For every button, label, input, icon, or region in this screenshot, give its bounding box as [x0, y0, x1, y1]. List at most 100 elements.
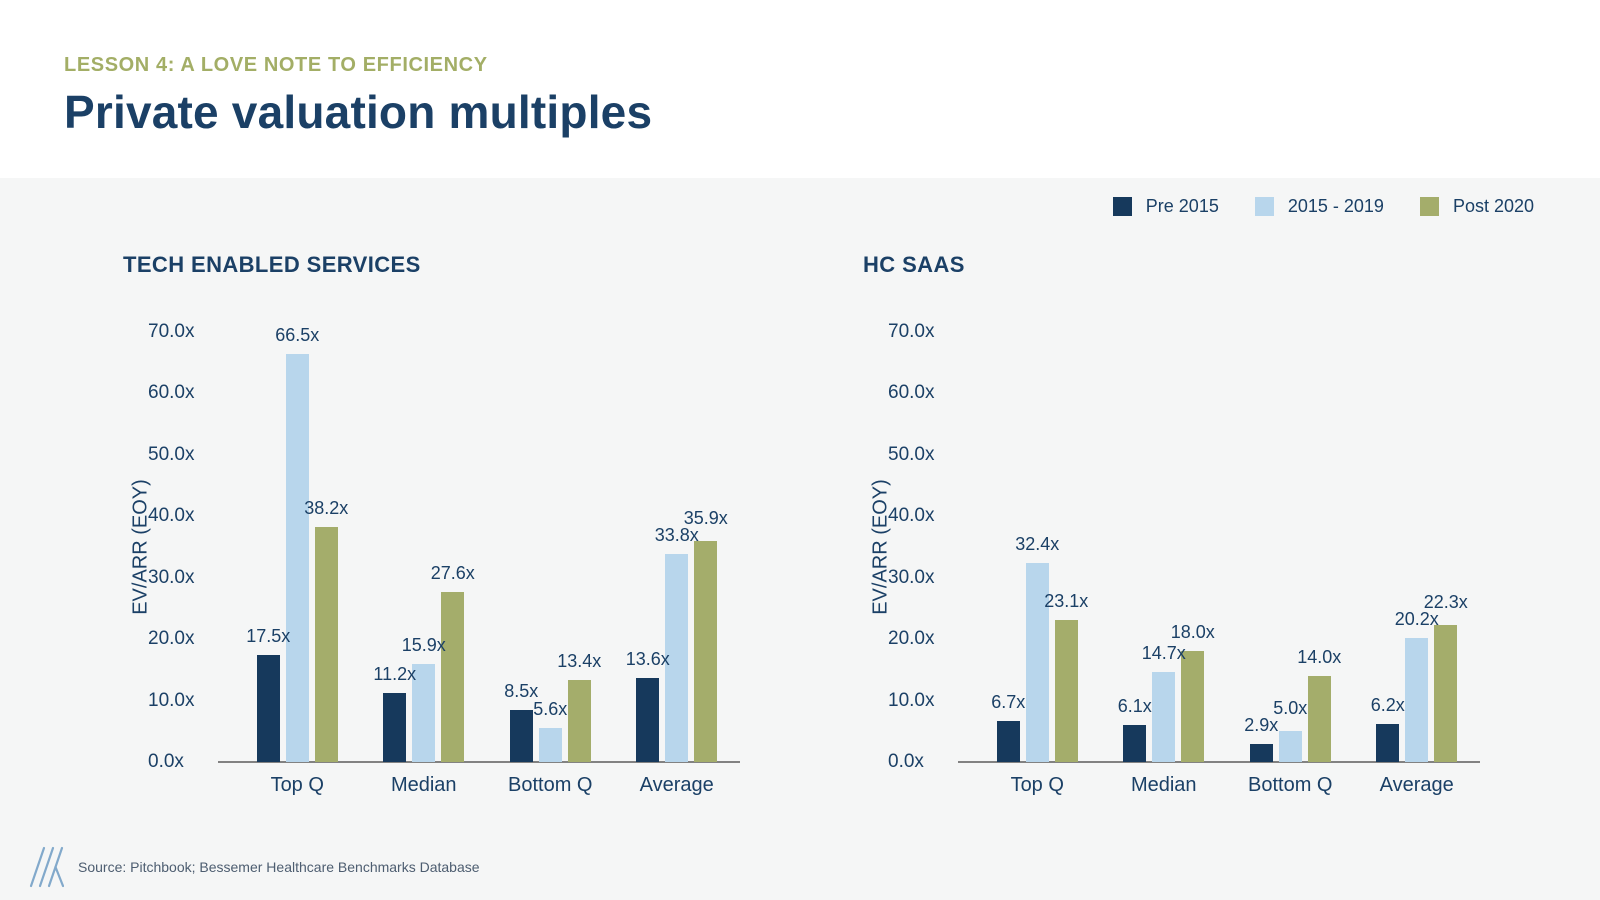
y-tick-label: 40.0x	[148, 505, 195, 527]
bar-pre-2015	[1123, 724, 1147, 762]
chart-area: EV/ARR (EOY) 0.0x 10.0x 20.0x 30.0x 40.0x 50.…	[120, 321, 741, 772]
y-axis-label: EV/ARR (EOY)	[129, 479, 152, 615]
bar-2015---2019	[1405, 637, 1429, 762]
bar-value-label: 13.4x	[557, 650, 602, 671]
legend-label: Post 2020	[1452, 196, 1534, 216]
y-tick-label: 0.0x	[148, 751, 184, 772]
bar-group-top-q: 6.7x 32.4x 23.1x	[974, 332, 1101, 762]
x-category-label: Median	[390, 774, 457, 796]
y-tick-label: 20.0x	[888, 628, 935, 650]
x-category-label: Median	[1130, 774, 1197, 796]
bar-pre-2015	[1249, 744, 1273, 762]
legend-label: 2015 - 2019	[1287, 196, 1384, 216]
category-labels: Top Q Median Bottom Q Average	[234, 774, 740, 797]
bar-pre-2015	[383, 693, 407, 762]
bar-pre-2015	[256, 654, 280, 762]
bar-2015---2019	[1278, 731, 1302, 762]
y-tick-label: 70.0x	[888, 321, 935, 342]
bar-value-label: 14.0x	[1297, 647, 1342, 667]
bar-2015---2019	[665, 554, 689, 762]
bar-post-2020	[1307, 676, 1331, 762]
x-axis-line	[958, 761, 1480, 763]
x-axis-line	[218, 761, 740, 763]
bar-post-2020	[567, 679, 591, 762]
bar-2015---2019	[1025, 562, 1049, 762]
y-tick-label: 50.0x	[148, 443, 195, 465]
legend-item-post-2020: Post 2020	[1419, 196, 1534, 217]
bar-group-median: 6.1x 14.7x 18.0x	[1101, 332, 1228, 762]
bar-pre-2015	[1376, 723, 1400, 762]
bar-post-2020	[694, 541, 718, 762]
legend-swatch-post-2020	[1419, 197, 1439, 216]
chart-hc-saas: HC SAAS EV/ARR (EOY) 0.0x 10.0x 20.0x 30.0x…	[860, 252, 1480, 797]
chart-title: HC SAAS	[863, 252, 965, 277]
legend-item-pre-2015: Pre 2015	[1112, 196, 1219, 217]
y-tick-label: 40.0x	[888, 505, 935, 527]
bar-value-label: 32.4x	[1015, 533, 1060, 554]
bessemer-logo-icon	[29, 846, 64, 888]
bar-group-median: 11.2x 15.9x 27.6x	[361, 332, 488, 762]
category-labels: Top Q Median Bottom Q Average	[974, 774, 1480, 797]
bar-2015---2019	[1152, 671, 1176, 762]
bar-value-label: 66.5x	[275, 324, 320, 345]
y-tick-label: 10.0x	[148, 689, 195, 711]
legend-swatch-2015-2019	[1254, 197, 1274, 216]
bar-group-average: 6.2x 20.2x 22.3x	[1354, 332, 1481, 762]
y-axis-label: EV/ARR (EOY)	[869, 479, 892, 615]
y-tick-label: 10.0x	[888, 689, 935, 711]
bar-2015---2019	[538, 727, 562, 762]
x-category-label: Bottom Q	[508, 774, 593, 796]
lesson-eyebrow: LESSON 4: A LOVE NOTE TO EFFICIENCY	[64, 54, 488, 76]
legend-item-2015-2019: 2015 - 2019	[1254, 196, 1384, 217]
x-category-label: Average	[1379, 774, 1454, 796]
bar-value-label: 18.0x	[1170, 622, 1215, 643]
legend: Pre 2015 2015 - 2019 Post 2020	[1112, 196, 1534, 217]
bar-post-2020	[1181, 651, 1205, 762]
y-tick-label: 60.0x	[888, 382, 935, 404]
chart-title: TECH ENABLED SERVICES	[123, 252, 421, 277]
x-category-label: Top Q	[270, 774, 324, 796]
y-tick-label: 30.0x	[148, 566, 195, 588]
chart-area: EV/ARR (EOY) 0.0x 10.0x 20.0x 30.0x 40.0x 50.…	[860, 321, 1481, 772]
page-title: Private valuation multiples	[64, 86, 653, 138]
y-tick-label: 50.0x	[888, 443, 935, 465]
y-tick-label: 20.0x	[148, 628, 195, 650]
plot-area: 6.7x 32.4x 23.1x 6.1x 14.7x 18.0x 2.9x 5.0x 14.0…	[958, 332, 1481, 763]
bar-value-label: 22.3x	[1423, 591, 1468, 612]
legend-label: Pre 2015	[1145, 196, 1219, 216]
y-tick-label: 70.0x	[148, 321, 195, 342]
bar-group-bottom-q: 8.5x 5.6x 13.4x	[487, 332, 614, 762]
charts-row: TECH ENABLED SERVICES EV/ARR (EOY) 0.0x 1…	[0, 178, 1600, 797]
y-axis-ticks: 0.0x 10.0x 20.0x 30.0x 40.0x 50.0x 60.0x 70.0x	[888, 321, 974, 772]
y-tick-label: 0.0x	[888, 751, 924, 772]
x-category-label: Top Q	[1010, 774, 1064, 796]
bar-post-2020	[314, 527, 338, 762]
y-tick-label: 30.0x	[888, 566, 935, 588]
y-tick-label: 60.0x	[148, 382, 195, 404]
bar-group-bottom-q: 2.9x 5.0x 14.0x	[1227, 332, 1354, 762]
bar-post-2020	[1054, 620, 1078, 762]
bar-value-label: 8.5x	[504, 680, 539, 701]
slide-header: LESSON 4: A LOVE NOTE TO EFFICIENCY Priv…	[0, 0, 1600, 178]
bar-2015---2019	[412, 664, 436, 762]
bar-pre-2015	[996, 720, 1020, 762]
x-category-label: Bottom Q	[1248, 774, 1333, 796]
legend-swatch-pre-2015	[1112, 197, 1132, 216]
bar-post-2020	[441, 592, 465, 762]
bar-group-top-q: 17.5x 66.5x 38.2x	[234, 325, 361, 762]
bar-2015---2019	[285, 353, 309, 762]
source-text: Source: Pitchbook; Bessemer Healthcare B…	[78, 859, 480, 875]
plot-area: 17.5x 66.5x 38.2x 11.2x 15.9x 27.6x 8.5x 5.6x 13…	[218, 325, 741, 763]
bar-value-label: 27.6x	[430, 563, 475, 584]
bar-pre-2015	[636, 678, 660, 762]
slide-body: Pre 2015 2015 - 2019 Post 2020 TECH ENAB…	[0, 178, 1600, 900]
bar-group-average: 13.6x 33.8x 35.9x	[614, 332, 741, 762]
x-category-label: Average	[639, 774, 714, 796]
y-axis-ticks: 0.0x 10.0x 20.0x 30.0x 40.0x 50.0x 60.0x 70.0x	[148, 321, 234, 772]
bar-post-2020	[1434, 625, 1458, 762]
chart-tech-enabled-services: TECH ENABLED SERVICES EV/ARR (EOY) 0.0x 1…	[120, 252, 740, 797]
source-footer: Source: Pitchbook; Bessemer Healthcare B…	[28, 846, 480, 888]
bar-value-label: 35.9x	[683, 508, 728, 529]
bar-pre-2015	[509, 709, 533, 762]
